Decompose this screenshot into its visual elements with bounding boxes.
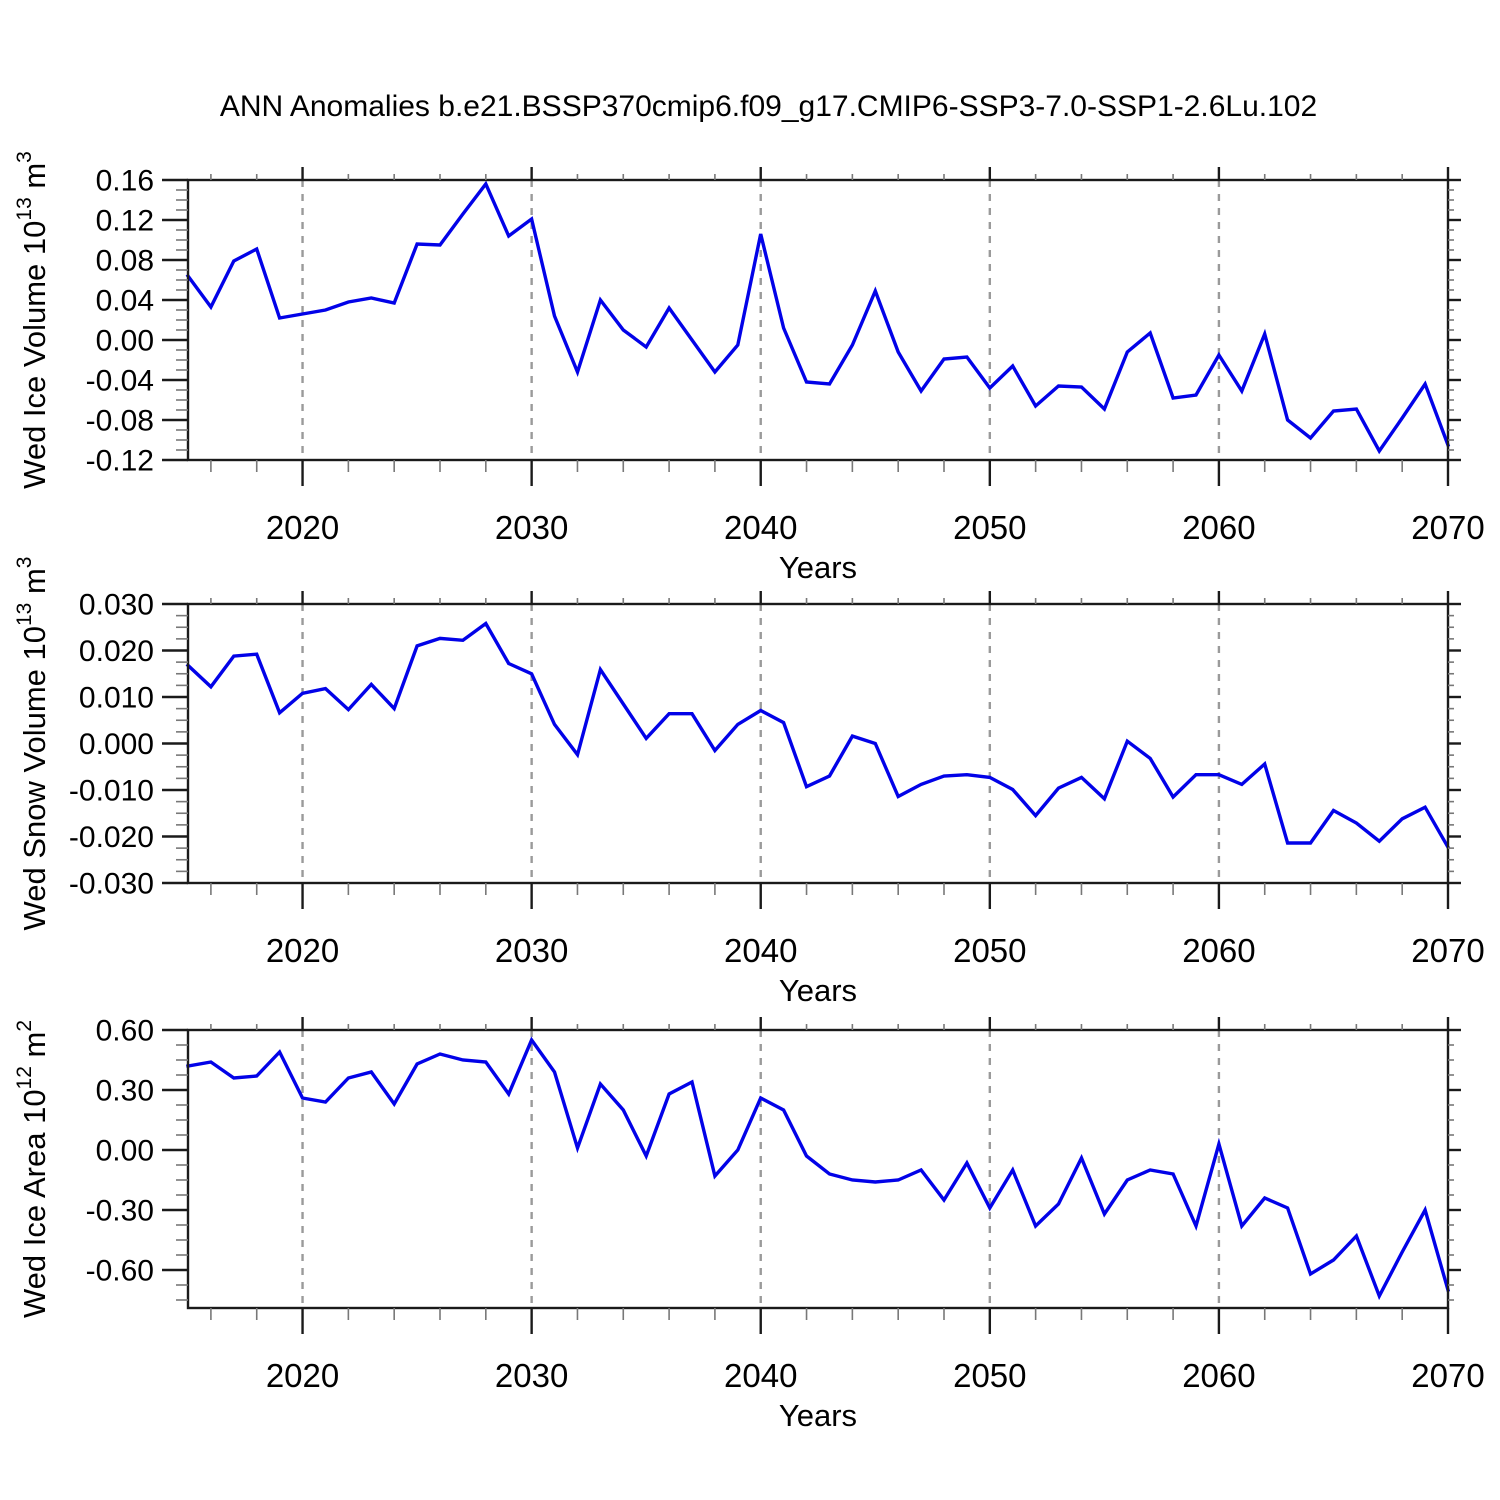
- y-tick-label: 0.00: [96, 1135, 154, 1168]
- x-tick-label: 2060: [1182, 932, 1255, 969]
- y-tick-label: 0.000: [79, 728, 154, 761]
- x-tick-label: 2030: [495, 509, 568, 546]
- y-tick-label: 0.08: [96, 245, 154, 278]
- x-tick-label: 2050: [953, 932, 1026, 969]
- y-tick-label: -0.020: [69, 821, 154, 854]
- snow-volume-panel: 2020 2030 2040 2050 2060 2070 -0.030 -0.020 -0.0…: [13, 557, 1485, 1008]
- ice-volume-y-axis-title: Wed Ice Volume 1013 m3: [13, 151, 52, 489]
- y-tick-label: -0.08: [86, 405, 154, 438]
- x-axis-title: Years: [779, 550, 857, 585]
- x-tick-label: 2040: [724, 932, 797, 969]
- x-tick-label: 2060: [1182, 509, 1255, 546]
- ice-area-panel: 2020 2030 2040 2050 2060 2070 -0.60 -0.30 0.00 0.…: [13, 1015, 1485, 1434]
- x-tick-label: 2070: [1411, 509, 1484, 546]
- x-tick-label: 2020: [266, 509, 339, 546]
- y-tick-label: -0.30: [86, 1195, 154, 1228]
- ice-area-plot-border: [186, 1028, 1450, 1310]
- snow-volume-plot-border: [186, 602, 1450, 885]
- y-tick-label: -0.04: [86, 365, 154, 398]
- y-tick-label: 0.00: [96, 325, 154, 358]
- x-tick-label: 2040: [724, 509, 797, 546]
- ice-area-y-axis-title: Wed Ice Area 1012 m2: [13, 1020, 52, 1318]
- y-tick-label: 0.12: [96, 205, 154, 238]
- x-axis-title: Years: [779, 1398, 857, 1433]
- y-tick-label: 0.16: [96, 165, 154, 198]
- y-tick-label: 0.30: [96, 1075, 154, 1108]
- x-tick-label: 2070: [1411, 932, 1484, 969]
- y-tick-label: 0.60: [96, 1015, 154, 1048]
- x-tick-label: 2020: [266, 1357, 339, 1394]
- y-tick-label: 0.010: [79, 682, 154, 715]
- ice-area-data-line: [186, 1036, 1451, 1301]
- ice-volume-plot-border: [186, 178, 1450, 462]
- y-tick-label: -0.12: [86, 445, 154, 478]
- ice-volume-data-line: [185, 180, 1451, 455]
- x-tick-label: 2050: [953, 1357, 1026, 1394]
- y-tick-label: -0.010: [69, 775, 154, 808]
- x-tick-label: 2050: [953, 509, 1026, 546]
- y-tick-label: 0.030: [79, 589, 154, 622]
- x-tick-label: 2040: [724, 1357, 797, 1394]
- x-tick-label: 2060: [1182, 1357, 1255, 1394]
- y-tick-label: -0.030: [69, 868, 154, 901]
- x-tick-label: 2020: [266, 932, 339, 969]
- y-tick-label: -0.60: [86, 1255, 154, 1288]
- ice-volume-panel: 2020 2030 2040 2050 2060 2070 -0.12 -0.08 -0.04 0…: [13, 151, 1485, 585]
- x-tick-label: 2030: [495, 1357, 568, 1394]
- x-axis-title: Years: [779, 973, 857, 1008]
- x-tick-label: 2070: [1411, 1357, 1484, 1394]
- y-tick-label: 0.04: [96, 285, 154, 318]
- y-tick-label: 0.020: [79, 635, 154, 668]
- x-tick-label: 2030: [495, 932, 568, 969]
- snow-volume-data-line: [185, 621, 1451, 850]
- snow-volume-y-axis-title: Wed Snow Volume 1013 m3: [13, 557, 52, 931]
- chart-title: ANN Anomalies b.e21.BSSP370cmip6.f09_g17…: [219, 90, 1318, 123]
